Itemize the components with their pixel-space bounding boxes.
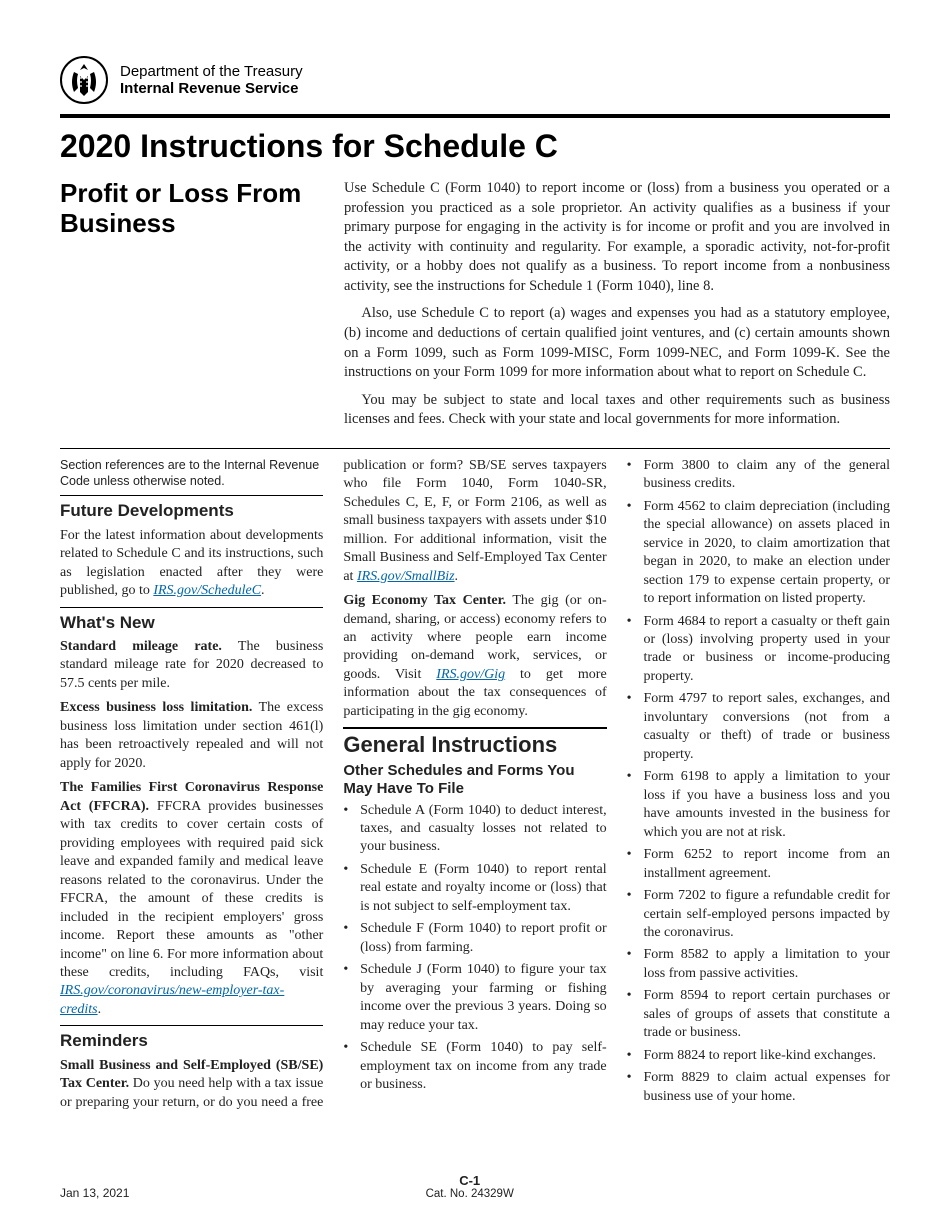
ffcra-paragraph: The Families First Coronavirus Response … [60,779,323,1019]
smallbiz-link[interactable]: IRS.gov/SmallBiz [357,569,455,584]
form-bullet: Form 4684 to report a casualty or theft … [627,613,890,687]
form-bullet: Schedule J (Form 1040) to figure your ta… [343,961,606,1035]
form-bullet: Form 4797 to report sales, exchanges, an… [627,690,890,764]
ffcra-link[interactable]: IRS.gov/coronavirus/new-employer-tax-cre… [60,983,284,1016]
text: . [455,569,459,584]
form-bullet: Form 8582 to apply a limitation to your … [627,946,890,983]
section-rule [60,607,323,608]
header-rule [60,114,890,118]
future-developments-heading: Future Developments [60,500,323,522]
catalog-number: Cat. No. 24329W [426,1188,514,1200]
department-name: Department of the Treasury [120,63,303,80]
form-bullet: Form 8594 to report certain purchases or… [627,987,890,1042]
section-reference-note: Section references are to the Internal R… [60,457,323,490]
text: FFCRA provides businesses with tax credi… [60,799,323,980]
page-number: C-1 [426,1173,514,1188]
other-schedules-heading: Other Schedules and Forms You May Have T… [343,762,606,798]
text: . [98,1002,102,1017]
department-block: Department of the Treasury Internal Reve… [120,63,303,97]
run-in-label: Excess business loss limitation. [60,700,252,715]
section-rule [60,1025,323,1026]
document-subtitle: Profit or Loss From Business [60,179,320,438]
section-rule [60,495,323,496]
form-bullet: Schedule SE (Form 1040) to pay self-empl… [343,1039,606,1094]
form-bullet: Form 3800 to claim any of the general bu… [627,457,890,494]
intro-rule [60,448,890,449]
irs-eagle-logo-icon [60,56,108,104]
form-bullet: Schedule A (Form 1040) to deduct interes… [343,802,606,857]
mileage-paragraph: Standard mileage rate. The business stan… [60,638,323,693]
gig-link[interactable]: IRS.gov/Gig [436,667,505,682]
intro-paragraph: Use Schedule C (Form 1040) to report inc… [344,179,890,296]
form-bullet: Schedule E (Form 1040) to report rental … [343,861,606,916]
intro-paragraph: You may be subject to state and local ta… [344,391,890,430]
form-bullet: Form 7202 to figure a refundable credit … [627,887,890,942]
run-in-label: Gig Economy Tax Center. [343,593,506,608]
footer-center: C-1 Cat. No. 24329W [426,1173,514,1200]
header-row: Department of the Treasury Internal Reve… [60,56,890,104]
run-in-label: Standard mileage rate. [60,639,222,654]
form-bullet: Form 8829 to claim actual expenses for b… [627,1069,890,1106]
form-bullet: Form 8824 to report like-kind exchanges. [627,1047,890,1065]
future-developments-body: For the latest information about develop… [60,527,323,601]
excess-loss-paragraph: Excess business loss limitation. The exc… [60,699,323,773]
whats-new-heading: What's New [60,612,323,634]
form-bullet: Form 6252 to report income from an insta… [627,846,890,883]
form-bullet: Schedule F (Form 1040) to report profit … [343,920,606,957]
form-bullet: Form 4562 to claim depreciation (includi… [627,498,890,609]
document-title: 2020 Instructions for Schedule C [60,128,890,165]
intro-paragraph: Also, use Schedule C to report (a) wages… [344,304,890,382]
page-footer: Jan 13, 2021 C-1 Cat. No. 24329W [60,1173,890,1200]
section-rule-thick [343,727,606,729]
intro-section: Profit or Loss From Business Use Schedul… [60,179,890,438]
footer-date: Jan 13, 2021 [60,1186,129,1200]
form-bullet: Form 6198 to apply a limitation to your … [627,768,890,842]
general-instructions-heading: General Instructions [343,733,606,757]
page: Department of the Treasury Internal Reve… [0,0,950,1230]
agency-name: Internal Revenue Service [120,80,303,97]
intro-text: Use Schedule C (Form 1040) to report inc… [344,179,890,438]
text: . [261,583,265,598]
body-columns: Section references are to the Internal R… [60,457,890,1112]
gig-paragraph: Gig Economy Tax Center. The gig (or on-d… [343,592,606,721]
reminders-heading: Reminders [60,1030,323,1052]
schedulec-link[interactable]: IRS.gov/ScheduleC [153,583,261,598]
